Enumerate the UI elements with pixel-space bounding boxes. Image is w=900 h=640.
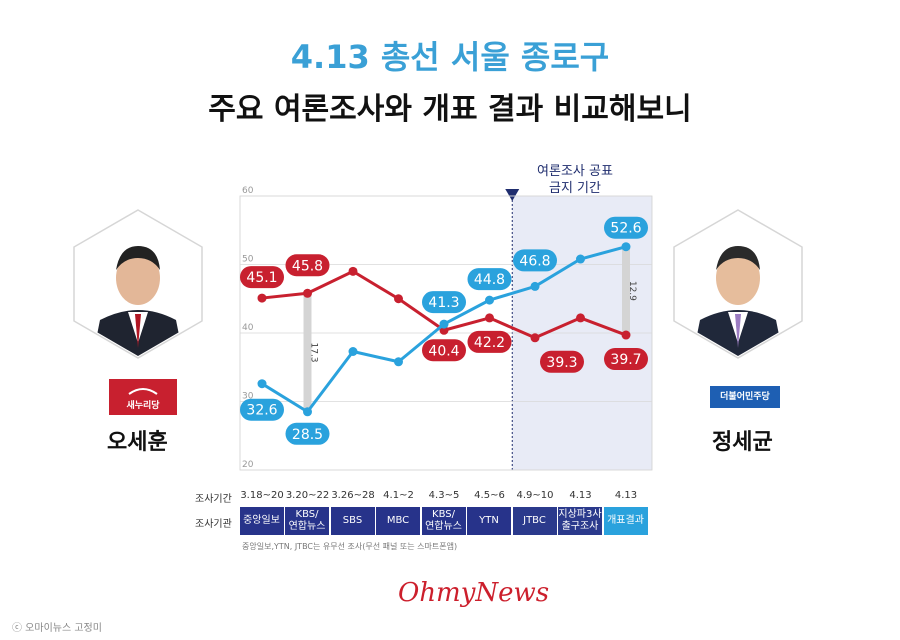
svg-text:41.3: 41.3 <box>428 295 459 311</box>
period-label: 4.3~5 <box>428 490 460 501</box>
period-label: 4.5~6 <box>474 490 505 501</box>
organization-cell: 중앙일보 <box>239 507 284 535</box>
data-point <box>485 313 494 323</box>
data-label: 39.3 <box>540 350 584 373</box>
data-point <box>257 293 267 303</box>
period-label: 4.13 <box>569 490 592 501</box>
svg-text:45.1: 45.1 <box>246 270 277 286</box>
svg-text:52.6: 52.6 <box>610 221 641 237</box>
blackout-label-line2: 금지 기간 <box>549 181 601 196</box>
organization-cell: YTN <box>467 507 511 535</box>
party-logo-icon <box>128 388 158 395</box>
data-point <box>303 288 312 298</box>
data-label: 44.8 <box>467 268 512 291</box>
y-tick-label: 60 <box>242 186 254 196</box>
blackout-label-line1: 여론조사 공표 <box>537 164 613 179</box>
data-label: 52.6 <box>604 216 648 239</box>
data-label: 45.1 <box>240 266 284 289</box>
right-candidate-name: 정세균 <box>712 430 773 455</box>
right-party-badge: 더불어민주당 <box>710 386 780 408</box>
data-point <box>621 242 631 252</box>
svg-text:46.8: 46.8 <box>519 253 550 269</box>
data-point <box>485 295 494 305</box>
gap-bar <box>622 246 630 336</box>
organization-cell: 지상파3사 출구조사 <box>558 507 602 535</box>
data-label: 40.4 <box>422 339 466 362</box>
data-point <box>439 319 449 329</box>
gap-bar <box>303 293 312 412</box>
y-tick-label: 20 <box>242 460 254 470</box>
chart-title: 4.13 총선 서울 종로구 <box>290 38 610 76</box>
footnote: 중앙일보,YTN, JTBC는 유무선 조사(무선 패널 또는 스마트폰앱) <box>242 542 458 551</box>
right-candidate-portrait <box>673 209 803 359</box>
data-point <box>576 254 585 264</box>
data-label: 28.5 <box>285 422 330 445</box>
blackout-marker-icon <box>505 189 520 201</box>
y-tick-label: 30 <box>242 392 254 402</box>
period-label: 4.13 <box>614 490 638 501</box>
data-point <box>303 407 312 417</box>
svg-text:28.5: 28.5 <box>292 427 323 443</box>
period-row-label: 조사기간 <box>195 494 232 505</box>
svg-text:39.3: 39.3 <box>546 355 577 371</box>
y-tick-label: 50 <box>242 255 254 265</box>
svg-text:40.4: 40.4 <box>428 343 459 359</box>
data-point <box>530 333 540 343</box>
gap-label: 12.9 <box>627 281 637 301</box>
data-point <box>348 266 358 276</box>
organization-cell: KBS/ 연합뉴스 <box>285 507 329 535</box>
data-point <box>394 357 403 367</box>
gap-label: 17.3 <box>309 342 319 362</box>
data-point <box>576 313 585 323</box>
organization-cell: JTBC <box>512 507 557 535</box>
ohmynews-logo: OhmyNews <box>398 578 550 608</box>
organization-cell: KBS/ 연합뉴스 <box>421 507 466 535</box>
organization-cell: SBS <box>330 507 375 535</box>
y-tick-label: 40 <box>242 323 254 333</box>
data-point <box>439 325 449 335</box>
org-row-label: 조사기관 <box>195 519 232 530</box>
data-label: 42.2 <box>467 330 512 353</box>
period-label: 4.1~2 <box>383 490 414 501</box>
period-label: 3.26~28 <box>331 490 375 501</box>
organization-cell: MBC <box>376 507 420 535</box>
data-point <box>394 294 403 304</box>
period-label: 3.20~22 <box>285 490 330 501</box>
data-label: 39.7 <box>604 348 648 371</box>
period-label: 3.18~20 <box>240 490 284 501</box>
svg-text:39.7: 39.7 <box>610 352 641 368</box>
left-party-badge: 새누리당 <box>109 379 177 415</box>
left-party-name: 새누리당 <box>126 401 160 411</box>
data-point <box>348 346 358 356</box>
data-point <box>530 281 540 291</box>
svg-text:44.8: 44.8 <box>474 272 505 288</box>
left-candidate-portrait <box>73 209 203 359</box>
data-label: 45.8 <box>285 254 330 277</box>
copyright-credit: ⓒ 오마이뉴스 고정미 <box>12 623 102 634</box>
svg-text:32.6: 32.6 <box>246 403 277 419</box>
data-label: 41.3 <box>422 291 466 314</box>
left-candidate-name: 오세훈 <box>107 430 168 455</box>
data-label: 46.8 <box>513 249 557 272</box>
data-point <box>257 379 267 389</box>
data-label: 32.6 <box>240 398 284 421</box>
period-label: 4.9~10 <box>516 490 554 501</box>
data-point <box>621 330 631 340</box>
organization-cell: 개표결과 <box>603 507 648 535</box>
svg-text:45.8: 45.8 <box>292 258 323 274</box>
svg-text:42.2: 42.2 <box>474 335 505 351</box>
chart-subtitle: 주요 여론조사와 개표 결과 비교해보니 <box>208 92 692 127</box>
